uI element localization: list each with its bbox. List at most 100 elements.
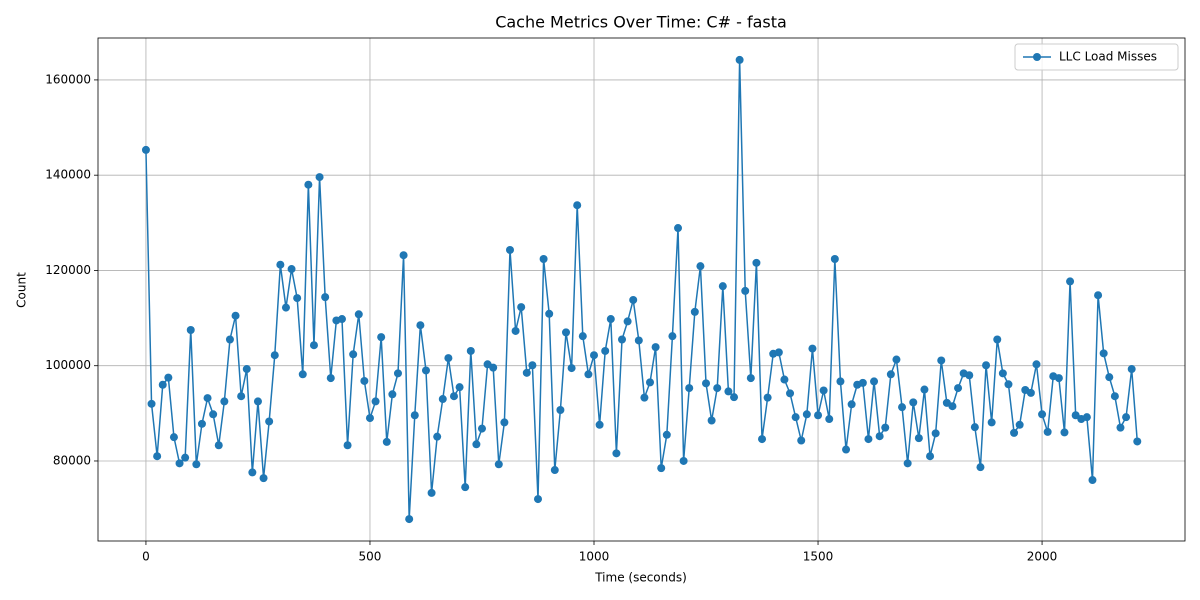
data-point [814, 411, 823, 420]
data-point [365, 414, 374, 423]
data-point [696, 262, 705, 271]
data-point [203, 394, 212, 403]
legend-marker [1033, 53, 1041, 61]
data-point [237, 392, 246, 401]
data-point [937, 356, 946, 365]
data-point [718, 282, 727, 291]
data-point [892, 355, 901, 364]
data-point [612, 449, 621, 458]
data-point [674, 224, 683, 233]
data-point [909, 398, 918, 407]
x-tick-label: 1500 [803, 550, 834, 564]
data-point [147, 399, 156, 408]
data-point [954, 384, 963, 393]
data-point [153, 452, 162, 461]
data-point [517, 303, 526, 312]
data-point [304, 180, 313, 189]
data-point [539, 255, 548, 264]
data-point [746, 374, 755, 383]
data-point [197, 419, 206, 428]
data-point [1088, 476, 1097, 485]
data-point [926, 452, 935, 461]
data-point [388, 390, 397, 399]
data-point [181, 453, 190, 462]
data-point [976, 463, 985, 472]
data-point [724, 387, 733, 396]
data-point [438, 395, 447, 404]
data-point [752, 258, 761, 267]
data-point [858, 378, 867, 387]
data-point [192, 460, 201, 469]
data-point [914, 434, 923, 443]
data-point [920, 385, 929, 394]
data-point [780, 375, 789, 384]
data-point [259, 474, 268, 483]
data-point [1133, 437, 1142, 446]
data-point [730, 393, 739, 402]
data-point [758, 435, 767, 444]
data-point [825, 415, 834, 424]
data-point [629, 295, 638, 304]
data-point [298, 370, 307, 379]
y-tick-label: 140000 [45, 168, 91, 182]
data-point [646, 378, 655, 387]
data-point [1015, 420, 1024, 429]
legend-box [1014, 43, 1179, 71]
x-tick-label: 0 [142, 550, 150, 564]
data-point [987, 418, 996, 427]
data-point [1060, 428, 1069, 437]
data-point [903, 459, 912, 468]
data-point [421, 366, 430, 375]
legend: LLC Load Misses [1014, 43, 1179, 71]
data-point [494, 460, 503, 469]
data-point [595, 420, 604, 429]
data-point [248, 468, 257, 477]
data-point [528, 361, 537, 370]
data-point [349, 350, 358, 359]
y-tick-label: 80000 [53, 453, 91, 467]
data-point [354, 310, 363, 319]
data-point [1122, 413, 1131, 422]
data-point [685, 384, 694, 393]
data-point [1116, 423, 1125, 432]
data-point [707, 416, 716, 425]
data-point [1054, 374, 1063, 383]
data-point [662, 430, 671, 439]
data-point [455, 383, 464, 392]
data-point [970, 423, 979, 432]
data-point [326, 374, 335, 383]
data-point [1127, 365, 1136, 374]
y-tick-label: 160000 [45, 72, 91, 86]
data-point [209, 410, 218, 419]
data-point [1026, 388, 1035, 397]
data-point [164, 373, 173, 382]
data-point [477, 424, 486, 433]
data-point [763, 393, 772, 402]
data-point [175, 459, 184, 468]
data-point [399, 251, 408, 260]
data-point [606, 315, 615, 324]
data-point [500, 418, 509, 427]
data-point [315, 173, 324, 182]
data-point [786, 389, 795, 398]
data-point [533, 495, 542, 504]
x-tick-label: 500 [359, 550, 382, 564]
data-point [898, 403, 907, 412]
data-point [982, 361, 991, 370]
data-point [842, 445, 851, 454]
data-point [505, 245, 514, 254]
data-point [214, 441, 223, 450]
data-point [433, 432, 442, 441]
x-tick-label: 1000 [579, 550, 610, 564]
data-point [1071, 411, 1080, 420]
data-point [550, 466, 559, 475]
data-point [623, 317, 632, 326]
y-axis-label: Count [15, 272, 29, 308]
data-point [864, 435, 873, 444]
data-point [690, 307, 699, 316]
data-point [590, 351, 599, 360]
data-point [371, 397, 380, 406]
data-point [1032, 360, 1041, 369]
data-point [382, 437, 391, 446]
y-tick-label: 100000 [45, 358, 91, 372]
